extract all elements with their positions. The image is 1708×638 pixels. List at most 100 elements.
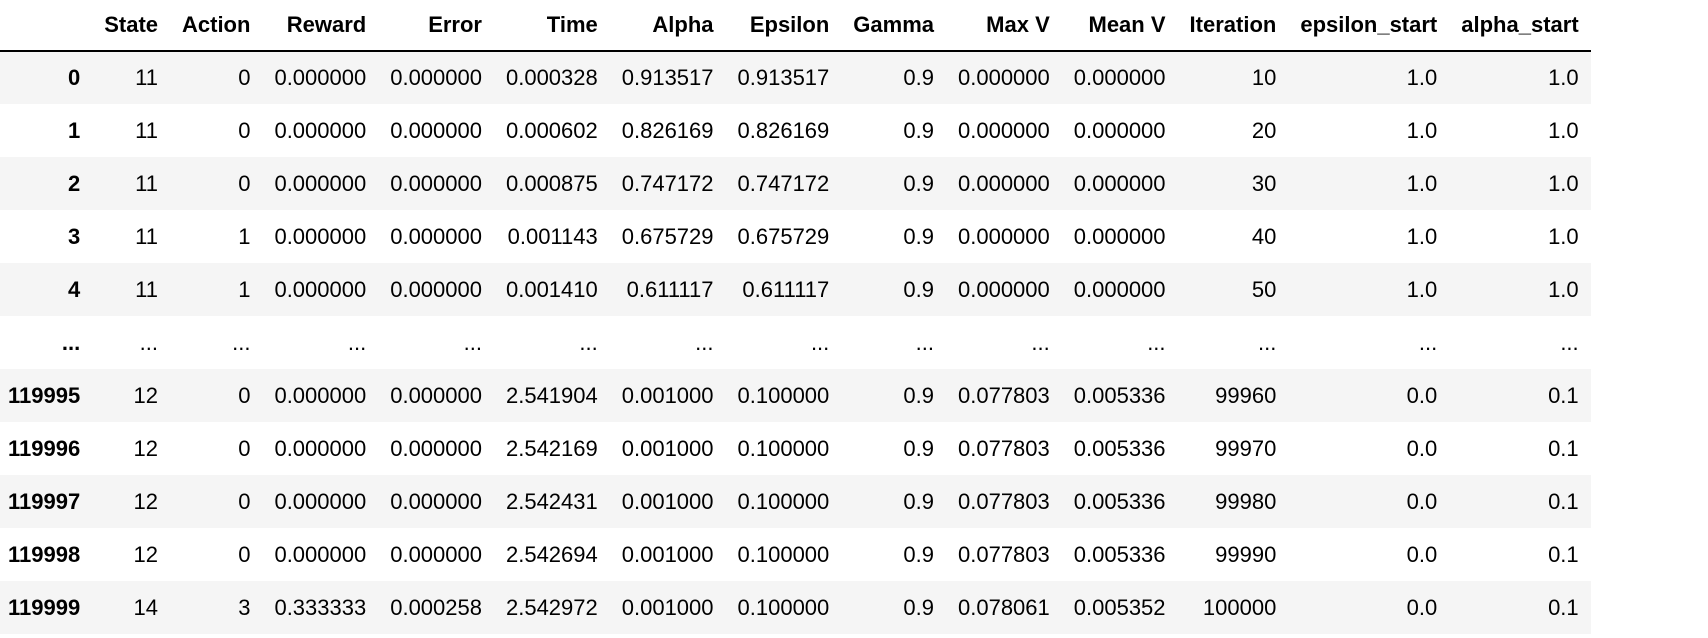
cell-epsilon: 0.913517: [737, 65, 830, 90]
cell-time: 0.000602: [505, 117, 598, 143]
cell-time: 2.542169: [505, 435, 598, 461]
cell-reward: ...: [347, 329, 367, 355]
row-index: 119997: [8, 488, 81, 514]
cell-reward: 0.000000: [274, 117, 367, 143]
cell-error: 0.000000: [390, 223, 482, 249]
cell-reward: 0.000000: [274, 276, 367, 302]
cell-gamma: 0.9: [903, 435, 934, 461]
cell-alpha-start: 1.0: [1548, 117, 1579, 143]
cell-mean-v: ...: [1147, 329, 1166, 355]
cell-epsilon-start: 1.0: [1406, 223, 1438, 249]
cell-epsilon: 0.100000: [737, 382, 830, 408]
table-row: 119995 12 0 0.000000 0.000000 2.541904 0…: [0, 369, 1591, 422]
cell-epsilon-start: 0.0: [1406, 435, 1438, 461]
column-header-iteration: Iteration: [1177, 0, 1289, 52]
cell-reward: 0.000000: [274, 382, 367, 408]
column-header-alpha-start: alpha_start: [1449, 0, 1591, 52]
cell-iteration: 30: [1251, 170, 1277, 196]
header-row: State Action Reward Error Time Alpha Eps…: [0, 0, 1591, 52]
cell-alpha: 0.747172: [621, 170, 714, 196]
cell-mean-v: 0.000000: [1073, 223, 1166, 249]
cell-error: 0.000000: [390, 65, 482, 90]
cell-max-v: 0.077803: [958, 541, 1050, 567]
cell-gamma: 0.9: [903, 170, 934, 196]
cell-alpha: 0.001000: [621, 541, 714, 567]
table-row: 119998 12 0 0.000000 0.000000 2.542694 0…: [0, 528, 1591, 581]
cell-state: 12: [133, 435, 158, 461]
row-index: 1: [67, 117, 81, 143]
cell-epsilon: 0.675729: [737, 223, 830, 249]
cell-reward: 0.333333: [274, 594, 367, 620]
cell-alpha-start: 1.0: [1548, 65, 1579, 90]
cell-iteration: 99970: [1215, 435, 1277, 461]
cell-iteration: 99990: [1215, 541, 1277, 567]
cell-alpha-start: 0.1: [1548, 488, 1579, 514]
cell-gamma: ...: [915, 329, 934, 355]
cell-state: 11: [135, 170, 158, 196]
cell-alpha-start: 0.1: [1548, 382, 1579, 408]
cell-iteration: 10: [1251, 65, 1277, 90]
index-header: [0, 0, 93, 52]
cell-time: 2.542431: [505, 488, 598, 514]
cell-gamma: 0.9: [903, 488, 934, 514]
cell-state: 11: [135, 223, 158, 249]
cell-alpha: 0.913517: [621, 65, 714, 90]
cell-epsilon-start: ...: [1418, 329, 1438, 355]
cell-max-v: 0.077803: [958, 488, 1050, 514]
column-header-reward: Reward: [262, 0, 379, 52]
table-body: 0 11 0 0.000000 0.000000 0.000328 0.9135…: [0, 51, 1591, 634]
column-header-state: State: [92, 0, 170, 52]
cell-max-v: 0.078061: [958, 594, 1050, 620]
cell-state: ...: [139, 329, 158, 355]
cell-reward: 0.000000: [274, 488, 367, 514]
dataframe-table: State Action Reward Error Time Alpha Eps…: [0, 0, 1591, 634]
cell-max-v: 0.077803: [958, 435, 1050, 461]
cell-action: 0: [238, 65, 251, 90]
column-header-mean-v: Mean V: [1061, 0, 1178, 52]
column-header-max-v: Max V: [946, 0, 1062, 52]
cell-action: 0: [238, 117, 251, 143]
cell-action: ...: [232, 329, 251, 355]
row-index: 119998: [8, 541, 81, 567]
cell-iteration: 99960: [1215, 382, 1277, 408]
cell-iteration: 40: [1251, 223, 1277, 249]
cell-time: ...: [579, 329, 598, 355]
cell-state: 12: [133, 382, 158, 408]
cell-action: 0: [238, 435, 251, 461]
row-index: 4: [67, 276, 81, 302]
cell-max-v: 0.000000: [958, 223, 1050, 249]
cell-alpha: 0.001000: [621, 594, 714, 620]
cell-error: 0.000000: [390, 276, 482, 302]
cell-reward: 0.000000: [274, 541, 367, 567]
row-index: 0: [67, 65, 81, 90]
cell-state: 11: [135, 65, 158, 90]
column-header-epsilon: Epsilon: [725, 0, 842, 52]
row-index: 3: [67, 223, 81, 249]
cell-epsilon-start: 1.0: [1406, 276, 1438, 302]
cell-mean-v: 0.005352: [1073, 594, 1166, 620]
cell-state: 11: [135, 276, 158, 302]
row-index: 119996: [8, 435, 81, 461]
cell-state: 14: [133, 594, 158, 620]
cell-mean-v: 0.005336: [1073, 382, 1166, 408]
cell-epsilon-start: 0.0: [1406, 594, 1438, 620]
cell-alpha: 0.001000: [621, 435, 714, 461]
cell-epsilon: 0.100000: [737, 488, 830, 514]
cell-max-v: 0.000000: [958, 117, 1050, 143]
cell-epsilon-start: 1.0: [1406, 65, 1438, 90]
cell-error: 0.000000: [390, 170, 482, 196]
cell-gamma: 0.9: [903, 65, 934, 90]
cell-mean-v: 0.000000: [1073, 65, 1166, 90]
cell-mean-v: 0.000000: [1073, 170, 1166, 196]
cell-reward: 0.000000: [274, 223, 367, 249]
cell-gamma: 0.9: [903, 594, 934, 620]
cell-error: 0.000000: [390, 117, 482, 143]
cell-epsilon-start: 1.0: [1406, 170, 1438, 196]
cell-time: 2.542972: [505, 594, 598, 620]
column-header-epsilon-start: epsilon_start: [1288, 0, 1450, 52]
cell-reward: 0.000000: [274, 65, 367, 90]
cell-alpha: 0.001000: [621, 488, 714, 514]
cell-error: 0.000000: [390, 488, 482, 514]
cell-reward: 0.000000: [274, 170, 367, 196]
cell-error: 0.000000: [390, 382, 482, 408]
